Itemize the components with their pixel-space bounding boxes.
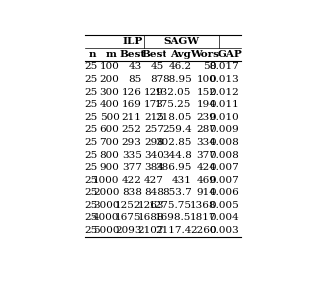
- Text: ILP: ILP: [123, 37, 143, 46]
- Text: SAGW: SAGW: [163, 37, 199, 46]
